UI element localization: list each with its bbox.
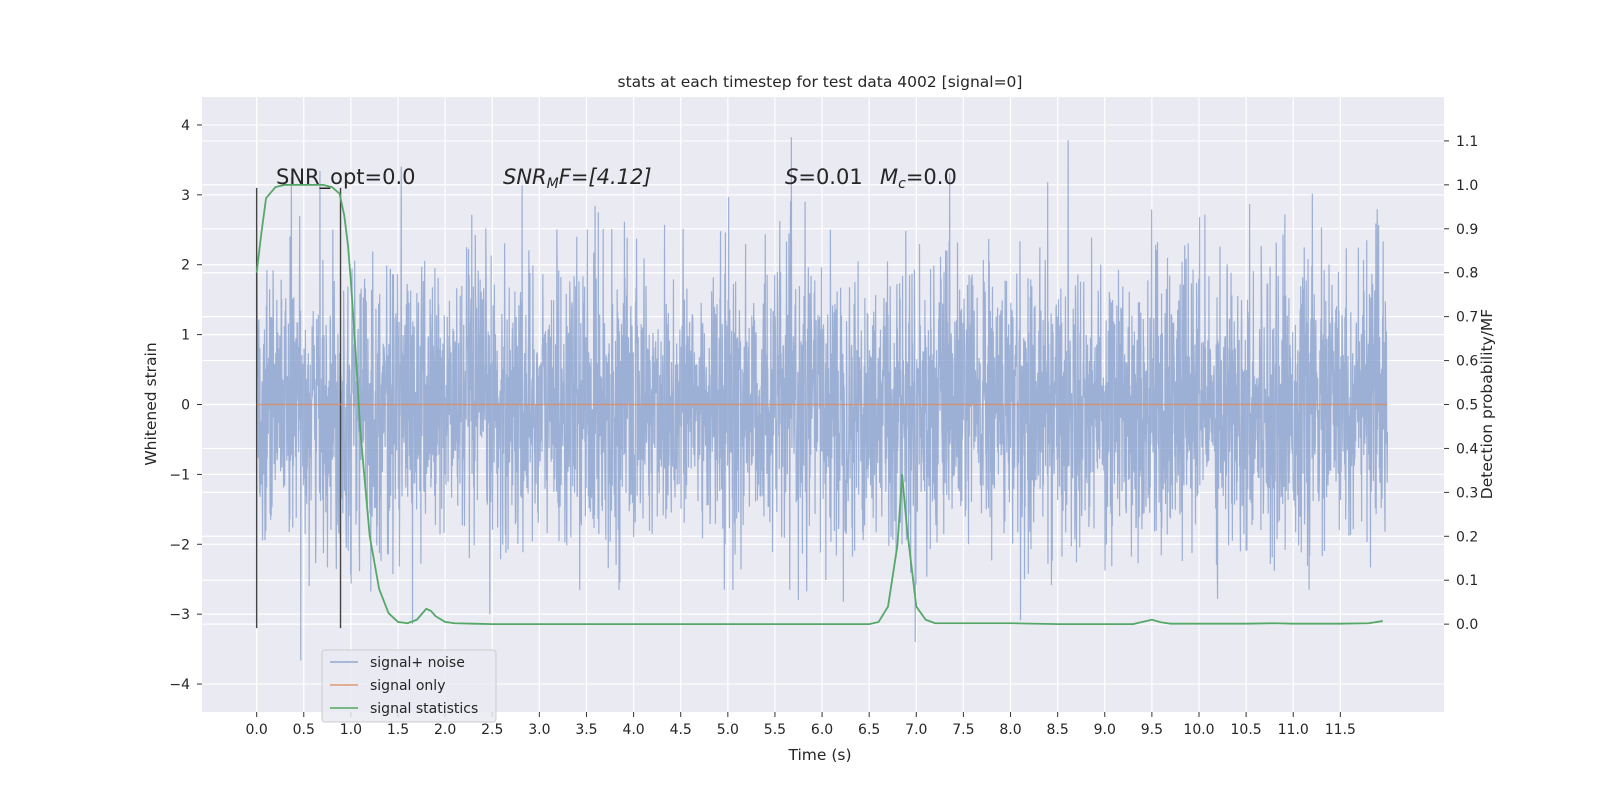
y-tick-label-left: 3 [181, 188, 190, 204]
x-ticks: 0.0 0.5 1.0 1.5 2.0 2.5 3.0 3.5 4.0 4.5 5.0 5.5 6.0 6… [246, 712, 1356, 738]
signal-noise-series [256, 137, 1389, 661]
y-tick-label-right: 0.3 [1456, 485, 1478, 501]
y-tick-label-left: 2 [181, 258, 190, 274]
x-tick-label: 3.0 [528, 722, 550, 738]
x-tick-label: 5.0 [717, 722, 739, 738]
x-tick-label: 6.5 [858, 722, 880, 738]
x-tick-label: 4.0 [622, 722, 644, 738]
x-tick-label: 3.5 [575, 722, 597, 738]
y-tick-label-right: 1.0 [1456, 178, 1478, 194]
y-tick-label-right: 0.6 [1456, 354, 1478, 370]
x-tick-label: 7.0 [905, 722, 927, 738]
legend: signal+ noise signal only signal statist… [321, 649, 497, 723]
x-tick-label: 10.0 [1183, 722, 1214, 738]
x-tick-label: 0.5 [293, 722, 315, 738]
y-tick-label-right: 1.1 [1456, 134, 1478, 150]
snr-opt-annotation: SNR_opt=0.0 [276, 165, 416, 190]
y-tick-label-right: 0.2 [1456, 529, 1478, 545]
snr-mf-annotation: SNRMF=[4.12] [503, 165, 652, 192]
x-tick-label: 6.0 [811, 722, 833, 738]
x-tick-label: 7.5 [952, 722, 974, 738]
y-axis-label-right: Detection probability/MF [1478, 309, 1496, 500]
x-tick-label: 8.0 [999, 722, 1021, 738]
legend-label-signal-noise: signal+ noise [370, 655, 465, 671]
y-tick-label-right: 0.1 [1456, 573, 1478, 589]
annotations: SNR_opt=0.0 SNRMF=[4.12] S=0.01 Mc=0.0 [276, 165, 957, 192]
x-tick-label: 4.5 [670, 722, 692, 738]
x-tick-label: 2.5 [481, 722, 503, 738]
y-tick-label-right: 0.5 [1456, 398, 1478, 414]
s-value: =0.01 [798, 165, 862, 189]
y-tick-label-left: −4 [169, 677, 190, 693]
y-ticks-right: 0.0 0.1 0.2 0.3 0.4 0.5 0.6 0.7 0.8 0.9 1.0 1.1 [1444, 134, 1478, 633]
y-tick-label-left: 1 [181, 328, 190, 344]
y-tick-label-right: 0.0 [1456, 617, 1478, 633]
snr-mf-symbol: SNR [503, 165, 547, 189]
x-tick-label: 9.5 [1141, 722, 1163, 738]
y-tick-label-left: 4 [181, 118, 190, 134]
x-tick-label: 10.5 [1231, 722, 1262, 738]
x-tick-label: 9.0 [1094, 722, 1116, 738]
x-tick-label: 8.5 [1047, 722, 1069, 738]
series-line-signal-statistics [255, 183, 1383, 626]
y-axis-label-left: Whitened strain [142, 342, 160, 465]
snr-mf-subscript: M [547, 176, 559, 192]
series-line-signal-noise [256, 137, 1389, 661]
legend-label-signal-only: signal only [370, 678, 445, 694]
legend-label-signal-statistics: signal statistics [370, 701, 478, 717]
mc-value: =0.0 [906, 165, 957, 189]
x-tick-label: 5.5 [764, 722, 786, 738]
s-symbol: S [785, 165, 798, 189]
legend-box [321, 649, 497, 723]
x-axis-label: Time (s) [787, 746, 851, 764]
y-tick-label-left: 0 [181, 398, 190, 414]
y-tick-label-left: −3 [169, 607, 190, 623]
y-tick-label-left: −2 [169, 537, 190, 553]
y-ticks-left: −4 −3 −2 −1 0 1 2 3 4 [169, 118, 202, 693]
signal-statistics-series [255, 183, 1383, 626]
y-tick-label-right: 0.8 [1456, 266, 1478, 282]
y-tick-label-left: −1 [169, 467, 190, 483]
y-tick-label-right: 0.9 [1456, 222, 1478, 238]
mc-subscript: c [898, 176, 906, 192]
snr-mf-rest: F=[4.12] [559, 165, 652, 189]
y-tick-label-right: 0.4 [1456, 441, 1478, 457]
chart-title: stats at each timestep for test data 400… [618, 73, 1023, 91]
mc-annotation: Mc=0.0 [880, 165, 957, 192]
vertical-markers [255, 187, 342, 629]
x-tick-label: 11.0 [1278, 722, 1309, 738]
x-tick-label: 1.0 [340, 722, 362, 738]
s-annotation: S=0.01 [785, 165, 863, 189]
x-tick-label: 1.5 [387, 722, 409, 738]
y-tick-label-right: 0.7 [1456, 310, 1478, 326]
x-tick-label: 2.0 [434, 722, 456, 738]
mc-symbol: M [880, 165, 898, 189]
x-tick-label: 11.5 [1325, 722, 1356, 738]
x-tick-label: 0.0 [246, 722, 268, 738]
